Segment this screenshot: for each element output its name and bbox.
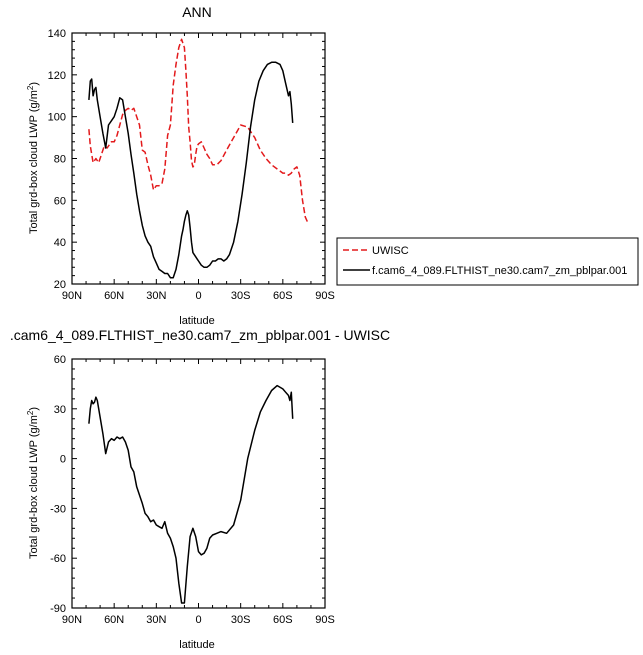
y-tick-label: 60 xyxy=(54,195,66,207)
top-panel-title: ANN xyxy=(182,4,212,20)
bottom-panel-data xyxy=(88,384,294,604)
bottom-panel-title: .cam6_4_089.FLTHIST_ne30.cam7_zm_pblpar.… xyxy=(10,327,390,343)
y-tick-label: 80 xyxy=(54,154,66,166)
y-tick-label: 0 xyxy=(60,454,66,466)
y-tick-label: 140 xyxy=(48,28,66,40)
series-line-uwisc xyxy=(88,38,309,224)
x-tick-label: 0 xyxy=(195,290,201,302)
y-tick-label: -90 xyxy=(50,603,66,615)
bottom-panel: .cam6_4_089.FLTHIST_ne30.cam7_zm_pblpar.… xyxy=(10,327,390,651)
x-tick-label: 90S xyxy=(315,290,335,302)
y-tick-label: 40 xyxy=(54,237,66,249)
y-tick-label: 120 xyxy=(48,70,66,82)
bottom-y-axis-title: Total grd-box cloud LWP (g/m2) xyxy=(26,407,41,559)
x-tick-label: 60S xyxy=(273,614,293,626)
x-tick-label: 90N xyxy=(62,290,82,302)
x-tick-label: 30N xyxy=(146,614,166,626)
legend: UWISC f.cam6_4_089.FLTHIST_ne30.cam7_zm_… xyxy=(336,237,639,286)
bottom-x-axis-title: latitude xyxy=(179,639,214,651)
x-tick-label: 0 xyxy=(195,614,201,626)
x-tick-label: 30S xyxy=(231,614,251,626)
x-tick-label: 30S xyxy=(231,290,251,302)
top-panel-ticks: 90N 60N 30N 0 30S 60S 90S 20 40 60 80 100 120 140 xyxy=(48,28,335,302)
legend-box xyxy=(336,237,639,286)
x-tick-label: 30N xyxy=(146,290,166,302)
legend-label-uwisc: UWISC xyxy=(372,245,409,257)
x-tick-label: 90S xyxy=(315,614,335,626)
series-line-f-cam6-4-089-flthist-ne30-cam7-zm-pblpar xyxy=(88,61,294,279)
y-tick-label: -60 xyxy=(50,553,66,565)
x-tick-label: 60N xyxy=(104,290,124,302)
top-panel-data xyxy=(88,38,309,279)
y-tick-label: 100 xyxy=(48,112,66,124)
y-tick-label: 30 xyxy=(54,404,66,416)
series-line-difference-0 xyxy=(88,384,294,604)
y-tick-label: -30 xyxy=(50,503,66,515)
bottom-plot-frame xyxy=(71,358,326,609)
x-tick-label: 60N xyxy=(104,614,124,626)
y-tick-label: 60 xyxy=(54,354,66,366)
top-panel: ANN 90N 60N 30N 0 30S 60S 90S 20 40 60 80 100 120 140… xyxy=(26,4,335,327)
top-y-axis-title: Total grd-box cloud LWP (g/m2) xyxy=(26,82,41,234)
legend-label-model: f.cam6_4_089.FLTHIST_ne30.cam7_zm_pblpar… xyxy=(372,265,627,277)
x-tick-label: 90N xyxy=(62,614,82,626)
top-x-axis-title: latitude xyxy=(179,315,214,327)
y-tick-label: 20 xyxy=(54,279,66,291)
top-plot-frame xyxy=(71,32,326,285)
x-tick-label: 60S xyxy=(273,290,293,302)
